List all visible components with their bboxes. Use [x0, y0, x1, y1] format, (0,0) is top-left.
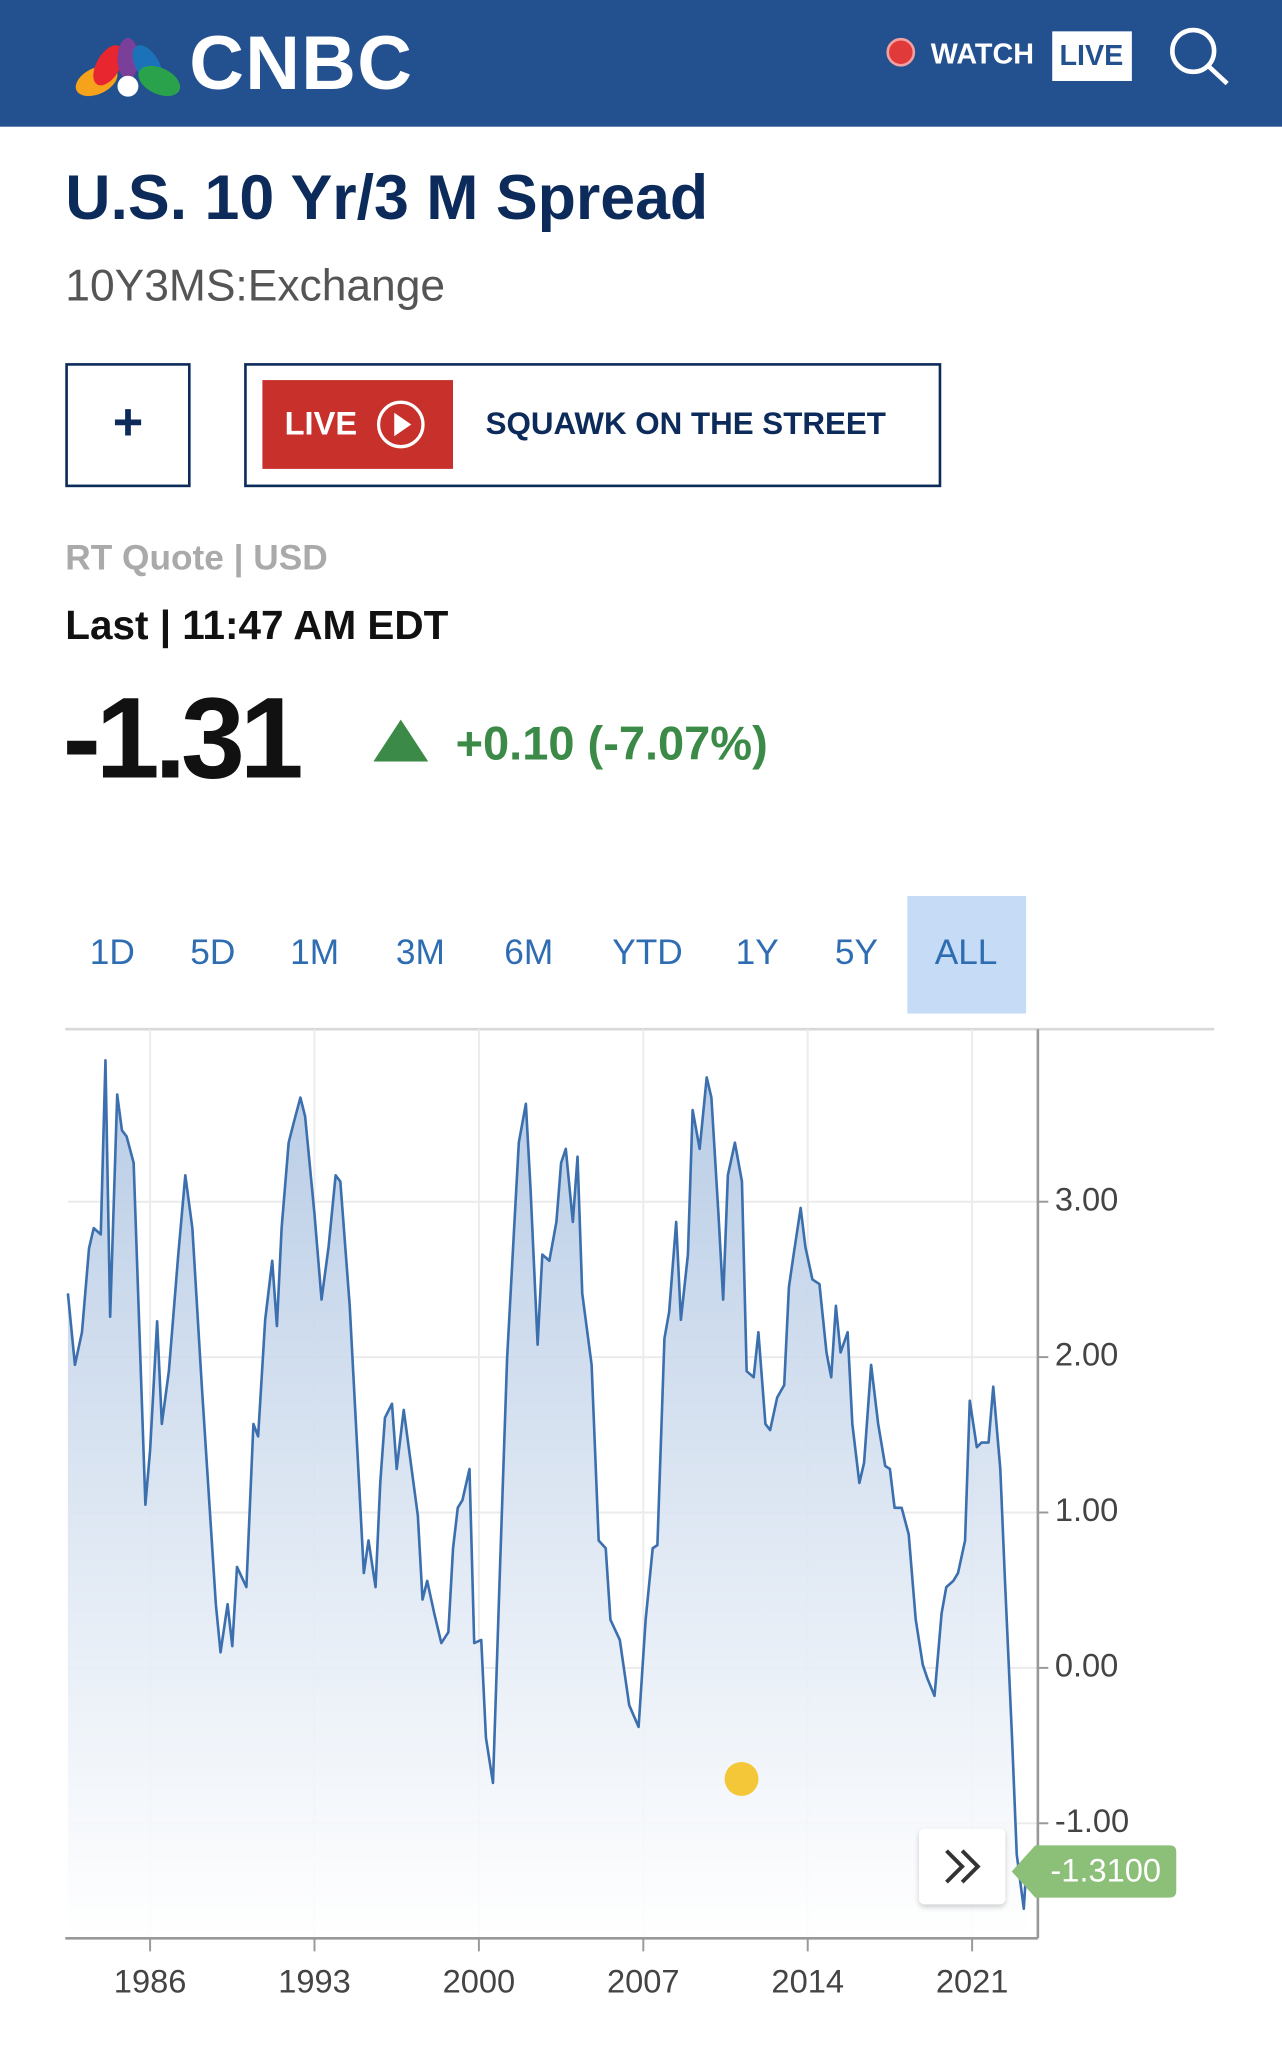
add-button[interactable] — [65, 363, 191, 488]
range-selector: 1D 5D 1M 3M 6M YTD 1Y 5Y ALL — [90, 896, 1027, 1014]
last-value-tag — [1011, 1845, 1177, 1898]
area-fill — [67, 1060, 1027, 1939]
search-icon[interactable] — [1170, 27, 1229, 86]
symbol: 10Y3MS:Exchange — [65, 261, 445, 310]
range-button[interactable]: 5D — [190, 933, 235, 972]
logo-text[interactable]: CNBC — [189, 21, 413, 106]
quote-type: RT Quote | USD — [65, 539, 327, 578]
live-dot — [886, 37, 916, 67]
live-box[interactable] — [1052, 31, 1132, 81]
last-value-label: -1.3100 — [1050, 1851, 1161, 1888]
y-tick-label: 1.00 — [1055, 1491, 1118, 1528]
last-time: Last | 11:47 AM EDT — [65, 602, 448, 648]
peacock-logo — [75, 37, 181, 97]
show-name[interactable]: SQUAWK ON THE STREET — [486, 406, 886, 441]
x-tick-label: 2021 — [936, 1963, 1009, 2000]
range-button[interactable]: 1Y — [736, 933, 779, 972]
watch-label[interactable]: WATCH — [931, 39, 1034, 71]
x-tick-label: 1993 — [278, 1963, 351, 2000]
x-tick-label: 2000 — [443, 1963, 516, 2000]
event-marker[interactable] — [724, 1761, 759, 1796]
add-button-label[interactable]: + — [113, 394, 143, 452]
range-button[interactable]: 3M — [396, 933, 445, 972]
range-button[interactable]: 1M — [290, 933, 339, 972]
line-series — [66, 1058, 1028, 1911]
up-arrow — [373, 719, 429, 762]
play-icon — [376, 400, 425, 449]
x-tick-label: 2014 — [771, 1963, 844, 2000]
y-tick-label: -1.00 — [1055, 1802, 1129, 1839]
live-label[interactable]: LIVE — [1059, 40, 1123, 72]
y-tick-label: 3.00 — [1055, 1180, 1118, 1217]
x-tick-label: 1986 — [114, 1963, 187, 2000]
price-change: +0.10 (-7.07%) — [456, 717, 768, 770]
range-button[interactable]: 6M — [504, 933, 553, 972]
security-name: U.S. 10 Yr/3 M Spread — [65, 163, 708, 233]
range-button[interactable]: 5Y — [835, 933, 878, 972]
live-badge-label: LIVE — [285, 404, 357, 441]
chart: 1986 1993 2000 2007 2014 2021 3.00 2.00 1.00 0.00… — [65, 1027, 1215, 2000]
y-tick-label: 0.00 — [1055, 1647, 1118, 1684]
scroll-icon[interactable] — [945, 1849, 981, 1884]
range-button[interactable]: ALL — [935, 933, 998, 972]
range-button[interactable]: 1D — [90, 933, 135, 972]
last-price: -1.31 — [63, 674, 301, 802]
live-badge — [262, 380, 454, 469]
y-tick-label: 2.00 — [1055, 1336, 1118, 1373]
x-tick-label: 2007 — [607, 1963, 680, 2000]
range-active-bg[interactable] — [907, 896, 1027, 1014]
range-button[interactable]: YTD — [612, 933, 682, 972]
